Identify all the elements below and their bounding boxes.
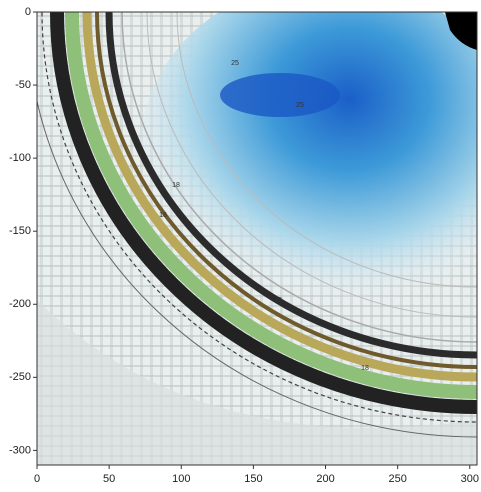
x-tick-label: 300 — [461, 473, 479, 485]
contour-label: 18 — [159, 212, 167, 219]
plot-frame — [36, 11, 478, 466]
x-tick-label: 150 — [244, 473, 262, 485]
contour-label: 25 — [231, 60, 239, 67]
x-tick-label: 100 — [172, 473, 190, 485]
y-tick-label: -250 — [9, 371, 31, 383]
y-tick-label: -100 — [9, 152, 31, 164]
contour-label: 18 — [361, 365, 369, 372]
contour-label: 25 — [296, 102, 304, 109]
x-tick-label: 200 — [316, 473, 334, 485]
y-tick-label: -50 — [15, 79, 31, 91]
y-tick-label: 0 — [25, 6, 31, 18]
y-tick-label: -150 — [9, 225, 31, 237]
x-tick-label: 250 — [388, 473, 406, 485]
x-tick-label: 0 — [34, 473, 40, 485]
y-tick-label: -200 — [9, 298, 31, 310]
y-tick-label: -300 — [9, 444, 31, 456]
contour-label: 18 — [172, 182, 180, 189]
contour-image — [37, 12, 477, 465]
contour-label: 18 — [274, 297, 282, 304]
x-tick-label: 50 — [103, 473, 115, 485]
